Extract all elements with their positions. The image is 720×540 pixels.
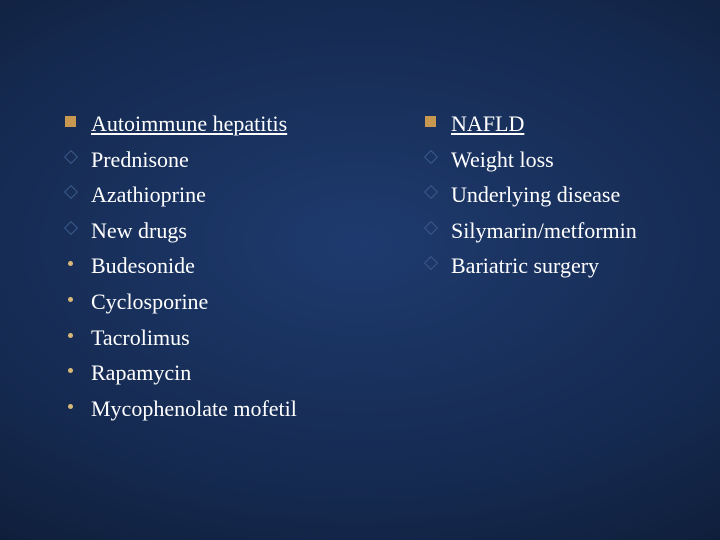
dot-bullet-icon: [65, 359, 91, 373]
diamond-bullet-icon: [425, 146, 451, 162]
diamond-bullet-icon: [425, 217, 451, 233]
list-heading-row: Autoimmune hepatitis: [65, 110, 395, 139]
list-item: Silymarin/metformin: [425, 217, 720, 246]
list-item: Mycophenolate mofetil: [65, 395, 395, 424]
left-heading: Autoimmune hepatitis: [91, 110, 395, 139]
list-item: Tacrolimus: [65, 324, 395, 353]
dot-bullet-icon: [65, 252, 91, 266]
list-item-label: Azathioprine: [91, 181, 395, 210]
right-heading: NAFLD: [451, 110, 720, 139]
list-item: Weight loss: [425, 146, 720, 175]
list-item-label: Cyclosporine: [91, 288, 395, 317]
list-item: Budesonide: [65, 252, 395, 281]
list-item-label: Budesonide: [91, 252, 395, 281]
diamond-bullet-icon: [65, 146, 91, 162]
left-column: Autoimmune hepatitis Prednisone Azathiop…: [65, 110, 395, 430]
square-bullet-icon: [425, 110, 451, 127]
right-column: NAFLD Weight loss Underlying disease Sil…: [425, 110, 720, 430]
slide-content: Autoimmune hepatitis Prednisone Azathiop…: [65, 110, 670, 430]
diamond-bullet-icon: [425, 252, 451, 268]
list-item: New drugs: [65, 217, 395, 246]
list-item-label: Tacrolimus: [91, 324, 395, 353]
list-item-label: Weight loss: [451, 146, 720, 175]
list-item: Cyclosporine: [65, 288, 395, 317]
list-item-label: Mycophenolate mofetil: [91, 395, 395, 424]
square-bullet-icon: [65, 110, 91, 127]
list-item: Underlying disease: [425, 181, 720, 210]
dot-bullet-icon: [65, 324, 91, 338]
list-item-label: Silymarin/metformin: [451, 217, 720, 246]
list-item: Rapamycin: [65, 359, 395, 388]
list-heading-row: NAFLD: [425, 110, 720, 139]
list-item: Azathioprine: [65, 181, 395, 210]
list-item-label: Bariatric surgery: [451, 252, 720, 281]
list-item-label: Prednisone: [91, 146, 395, 175]
dot-bullet-icon: [65, 288, 91, 302]
list-item-label: Underlying disease: [451, 181, 720, 210]
diamond-bullet-icon: [425, 181, 451, 197]
list-item: Prednisone: [65, 146, 395, 175]
list-item: Bariatric surgery: [425, 252, 720, 281]
list-item-label: New drugs: [91, 217, 395, 246]
dot-bullet-icon: [65, 395, 91, 409]
diamond-bullet-icon: [65, 181, 91, 197]
diamond-bullet-icon: [65, 217, 91, 233]
list-item-label: Rapamycin: [91, 359, 395, 388]
